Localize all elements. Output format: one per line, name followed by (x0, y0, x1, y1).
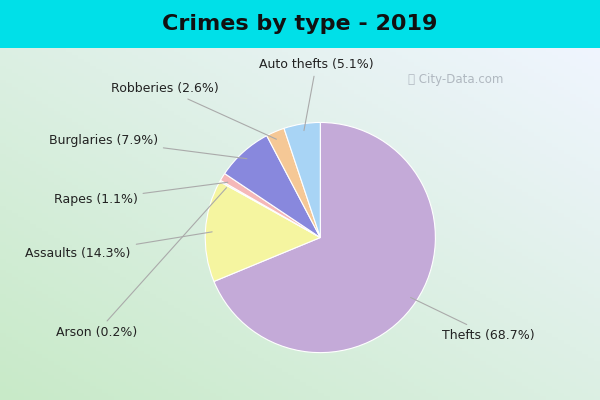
Wedge shape (214, 122, 436, 353)
Wedge shape (220, 174, 320, 238)
Text: Arson (0.2%): Arson (0.2%) (56, 188, 227, 339)
Text: Crimes by type - 2019: Crimes by type - 2019 (163, 14, 437, 34)
Text: Burglaries (7.9%): Burglaries (7.9%) (49, 134, 247, 159)
Text: Thefts (68.7%): Thefts (68.7%) (410, 298, 535, 342)
Text: Auto thefts (5.1%): Auto thefts (5.1%) (259, 58, 374, 130)
Text: Assaults (14.3%): Assaults (14.3%) (25, 232, 212, 260)
Text: ⓘ City-Data.com: ⓘ City-Data.com (409, 74, 503, 86)
Wedge shape (224, 136, 320, 238)
Text: Rapes (1.1%): Rapes (1.1%) (53, 182, 228, 206)
Wedge shape (205, 182, 320, 282)
Wedge shape (267, 128, 320, 238)
Wedge shape (284, 122, 320, 238)
Text: Robberies (2.6%): Robberies (2.6%) (111, 82, 277, 139)
Wedge shape (220, 180, 320, 238)
